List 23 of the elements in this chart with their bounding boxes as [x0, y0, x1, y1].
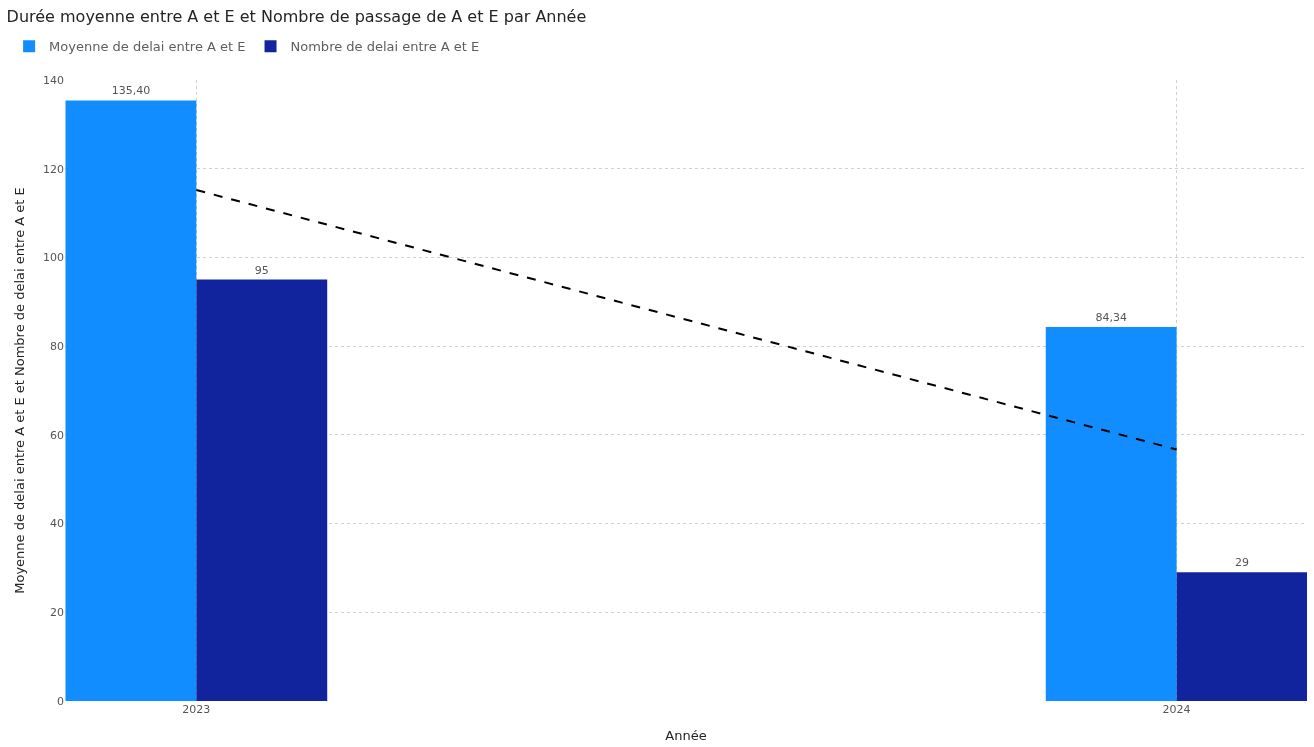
legend-label: Nombre de delai entre A et E	[290, 39, 480, 55]
y-tick-label: 140	[43, 73, 64, 87]
y-tick-label: 20	[50, 606, 64, 620]
y-tick-label: 40	[50, 517, 64, 531]
y-tick-label: 100	[43, 251, 64, 265]
bar	[1045, 326, 1177, 701]
bar	[196, 279, 328, 701]
y-tick-label: 60	[50, 428, 64, 442]
y-axis-title: Moyenne de delai entre A et E et Nombre de delai entre A et E	[11, 187, 27, 594]
x-axis-title: Année	[665, 727, 707, 743]
data-label: 95	[254, 263, 269, 277]
y-tick-label: 120	[43, 162, 64, 176]
x-tick-label: 2024	[1162, 703, 1191, 716]
data-label: 84,34	[1095, 310, 1127, 324]
bar	[1176, 572, 1307, 701]
chart-title: Durée moyenne entre A et E et Nombre de passage de A et E par Année	[6, 7, 587, 27]
bar	[65, 100, 197, 701]
y-tick-label: 0	[57, 694, 64, 708]
x-tick-label: 2023	[182, 703, 211, 716]
data-label: 29	[1235, 556, 1250, 570]
data-label: 135,40	[111, 84, 151, 98]
legend-label: Moyenne de delai entre A et E	[49, 39, 246, 55]
y-tick-label: 80	[50, 339, 64, 353]
